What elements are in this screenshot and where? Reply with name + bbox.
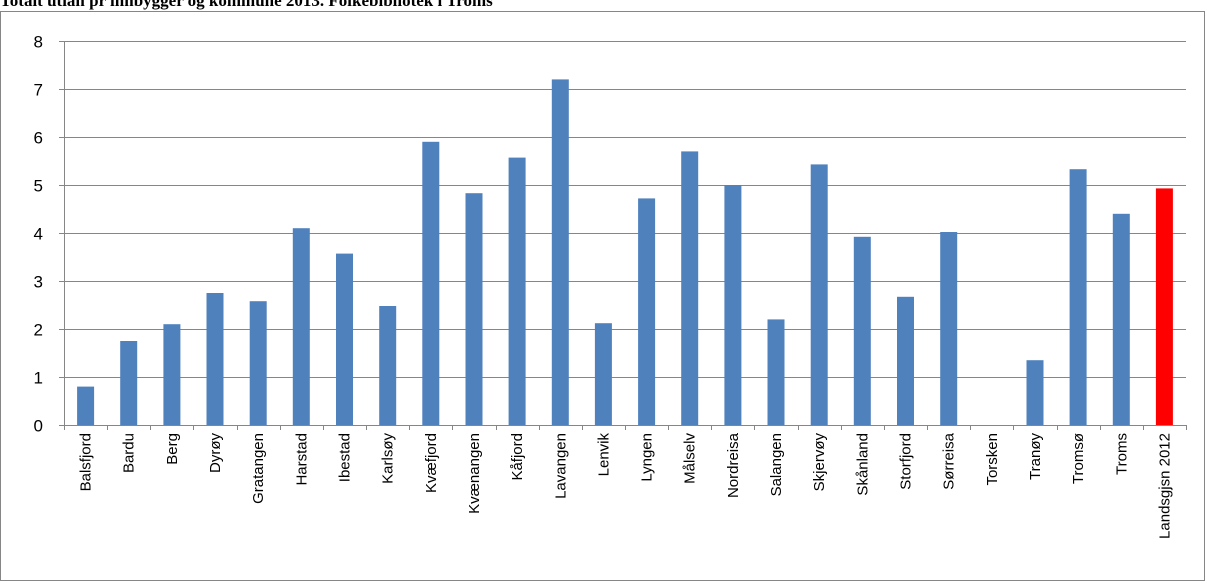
- y-tick-label: 1: [34, 369, 43, 388]
- x-tick-label: Gratangen: [250, 433, 267, 504]
- y-tick-label: 0: [34, 417, 43, 436]
- bar-sørreisa: [940, 232, 958, 425]
- x-tick-label: Salangen: [768, 433, 785, 496]
- x-tick-label: Harstad: [293, 433, 310, 486]
- x-tick-label: Landsgjsn 2012: [1156, 433, 1173, 539]
- x-axis-labels: Balsfjord Bardu Berg Dyrøy Gratangen Harstad I…: [78, 432, 1174, 539]
- bar-skånland: [853, 236, 871, 425]
- x-tick-label: Lavangen: [552, 433, 569, 499]
- bar-balsfjord: [77, 386, 95, 425]
- bars: [77, 79, 1173, 426]
- y-tick-label: 6: [34, 129, 43, 148]
- bar-tromsø: [1069, 169, 1087, 425]
- x-tick-label: Berg: [164, 433, 181, 465]
- bar-ibestad: [336, 253, 353, 425]
- bar-skjervøy: [810, 164, 828, 425]
- x-tick-label: Målselv: [682, 433, 699, 484]
- bar-storfjord: [897, 296, 914, 425]
- y-tick-label: 4: [34, 225, 43, 244]
- x-tick-label: Skånland: [854, 433, 871, 496]
- x-tick-label: Troms: [1113, 433, 1130, 475]
- x-tick-label: Kvænangen: [466, 433, 483, 514]
- y-tick-label: 8: [34, 33, 43, 52]
- x-tick-label: Dyrøy: [207, 433, 224, 473]
- x-tick-label: Sørreisa: [941, 432, 958, 489]
- y-tick-label: 7: [34, 81, 43, 100]
- x-tick-label: Skjervøy: [811, 433, 828, 492]
- x-tick-label: Tromsø: [1070, 433, 1087, 484]
- bar-salangen: [767, 319, 785, 425]
- bar-nordreisa: [724, 185, 742, 425]
- x-tick-label: Storfjord: [898, 433, 915, 490]
- x-tick-label: Tranøy: [1027, 433, 1044, 480]
- chart-title: Totalt utlån pr innbygger og kommune 201…: [0, 0, 493, 10]
- x-tick-label: Karlsøy: [380, 433, 397, 484]
- x-axis: [64, 41, 1187, 430]
- bar-lavangen: [551, 79, 569, 426]
- bar-gratangen: [249, 301, 267, 425]
- bar-harstad: [292, 228, 310, 425]
- bar-kåfjord: [508, 157, 526, 425]
- gridlines: [64, 41, 1186, 378]
- bar-berg: [163, 324, 181, 425]
- x-tick-label: Lyngen: [639, 433, 656, 482]
- x-tick-label: Bardu: [121, 433, 138, 473]
- x-tick-label: Ibestad: [337, 433, 354, 482]
- x-tick-label: Balsfjord: [78, 433, 95, 491]
- y-tick-label: 5: [34, 177, 43, 196]
- x-tick-label: Lenvik: [595, 433, 612, 477]
- y-tick-label: 3: [34, 273, 43, 292]
- bar-målselv: [681, 151, 699, 425]
- bar-dyrøy: [206, 293, 224, 425]
- bar-tranøy: [1026, 360, 1044, 425]
- bar-kvænangen: [465, 193, 483, 425]
- bar-troms: [1112, 213, 1130, 425]
- bar-karlsøy: [379, 306, 397, 425]
- bar-lyngen: [638, 198, 656, 425]
- y-axis-ticks: 0 1 2 3 4 5 6 7 8: [34, 33, 64, 436]
- bar-lenvik: [594, 323, 612, 425]
- x-tick-label: Torsken: [984, 433, 1001, 486]
- bar-bardu: [120, 341, 138, 425]
- x-tick-label: Kvæfjord: [423, 433, 440, 493]
- bar-landsgjsn-2012: [1155, 188, 1173, 425]
- x-tick-label: Kåfjord: [509, 433, 526, 481]
- bar-kvæfjord: [422, 141, 440, 426]
- x-tick-label: Nordreisa: [725, 432, 742, 498]
- y-tick-label: 2: [34, 321, 43, 340]
